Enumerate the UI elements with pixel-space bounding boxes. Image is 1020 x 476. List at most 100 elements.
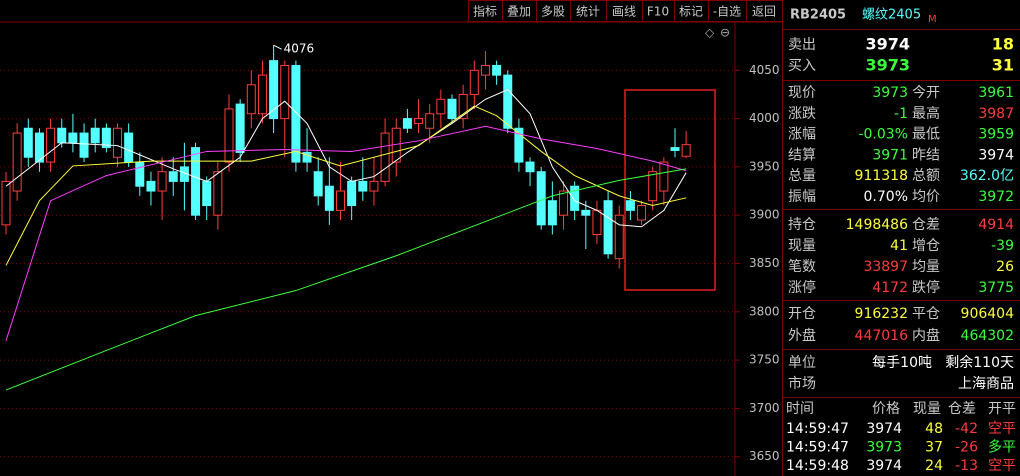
stat-value: 3973 xyxy=(872,85,908,101)
stat-label: 持仓 xyxy=(788,217,816,233)
moving-average xyxy=(5,168,687,391)
candle-body xyxy=(257,74,267,115)
candle-body xyxy=(23,127,33,158)
tick-cell: 3974 xyxy=(866,458,902,474)
moving-average xyxy=(5,125,687,341)
candle-body xyxy=(124,132,134,163)
tick-cell: -26 xyxy=(955,440,978,456)
stat-label: 最高 xyxy=(912,105,940,122)
stat-value: 906404 xyxy=(961,306,1015,322)
candle-body xyxy=(603,200,613,255)
stat-value: 3987 xyxy=(978,106,1014,122)
candle-body xyxy=(101,127,111,149)
candle-body xyxy=(670,147,680,151)
stat-value: 上海商品 xyxy=(958,376,1014,392)
tick-cell: 24 xyxy=(925,458,943,474)
ticks-header: 开平 xyxy=(988,401,1016,417)
toolbar-button[interactable] xyxy=(746,0,783,22)
toolbar-label[interactable]: 多股 xyxy=(541,5,565,19)
y-tick-label: 3650 xyxy=(749,449,780,463)
candle-body xyxy=(436,98,446,115)
y-tick-label: 3900 xyxy=(749,208,780,222)
stat-value: -1 xyxy=(894,106,908,122)
toolbar-label[interactable]: -自选 xyxy=(713,5,741,19)
candle-body xyxy=(235,103,245,153)
candle-body xyxy=(213,171,223,216)
toolbar-label[interactable]: 统计 xyxy=(576,5,600,19)
candle-body xyxy=(246,84,256,115)
stat-label: 平仓 xyxy=(912,306,940,322)
candle-body xyxy=(269,60,279,120)
stat-label: 内盘 xyxy=(912,327,940,344)
candle-body xyxy=(469,69,479,95)
moving-average xyxy=(5,105,687,266)
stat-value: 916232 xyxy=(855,306,908,322)
book-volume: 31 xyxy=(992,56,1014,75)
stat-label: 仓差 xyxy=(912,217,940,233)
candle-body xyxy=(302,151,312,163)
candle-body xyxy=(313,171,323,197)
stat-label: 总量 xyxy=(788,168,816,184)
candle-body xyxy=(659,161,669,192)
candle-body xyxy=(135,161,145,187)
toolbar-label[interactable]: 返回 xyxy=(752,5,776,19)
stat-label: 均价 xyxy=(912,189,940,205)
symbol: RB2405 xyxy=(790,8,846,23)
candle-body xyxy=(369,180,379,192)
candle-body xyxy=(1,180,11,226)
candle-body xyxy=(681,144,691,157)
annotation-leader xyxy=(273,44,282,50)
stat-label: 现价 xyxy=(788,85,816,101)
book-price: 3973 xyxy=(865,56,910,75)
y-tick-label: 4000 xyxy=(749,111,780,125)
candle-body xyxy=(514,127,524,163)
stat-value: 33897 xyxy=(863,259,908,275)
stat-value: 0.70% xyxy=(864,189,908,205)
candle-body xyxy=(168,171,178,182)
stat-label: 涨跌 xyxy=(788,106,816,122)
stat-label: 总额 xyxy=(912,168,940,184)
ticks-header: 现量 xyxy=(913,401,941,417)
ticks-header: 时间 xyxy=(786,401,814,417)
stat-value: -39 xyxy=(991,238,1014,254)
toolbar-label[interactable]: 画线 xyxy=(612,5,636,19)
stat-label: 结算 xyxy=(788,147,816,163)
stat-value: 41 xyxy=(890,238,908,254)
stat-value: 3961 xyxy=(978,85,1014,101)
candle-body xyxy=(358,180,368,192)
candle-body xyxy=(291,64,301,163)
stat-value: 26 xyxy=(996,259,1014,275)
toolbar-label[interactable]: 叠加 xyxy=(507,5,531,19)
moving-average xyxy=(5,89,687,228)
highlight-box xyxy=(624,89,716,291)
tick-cell: -42 xyxy=(955,421,978,437)
toolbar-label[interactable]: 指标 xyxy=(473,4,497,19)
toolbar-label[interactable]: F10 xyxy=(647,5,669,19)
icon[interactable]: ⊖ xyxy=(720,26,730,40)
icon[interactable]: ◇ xyxy=(705,26,715,40)
book-volume: 18 xyxy=(992,35,1014,54)
tick-cell: 多平 xyxy=(988,439,1016,456)
tick-cell: 3973 xyxy=(866,440,902,456)
stat-value: 3972 xyxy=(978,189,1014,205)
candle-body xyxy=(559,190,568,216)
stat-value: 每手10吨 xyxy=(872,355,932,371)
tick-cell: 空平 xyxy=(988,421,1016,437)
candle-body xyxy=(592,209,602,236)
book-label: 买入 xyxy=(788,58,816,74)
contract-name: 螺纹2405 xyxy=(862,8,921,23)
candle-body xyxy=(447,98,457,120)
stat-label: 单位 xyxy=(788,355,816,371)
stat-label: 市场 xyxy=(788,375,816,392)
candle-body xyxy=(380,132,390,182)
tick-cell: 14:59:48 xyxy=(786,458,849,474)
candle-body xyxy=(191,147,201,216)
tick-cell: 14:59:47 xyxy=(786,421,849,437)
candle-body xyxy=(547,200,557,226)
stat-value: 911318 xyxy=(855,168,908,184)
candle-body xyxy=(614,214,624,260)
stat-label: 笔数 xyxy=(788,259,816,275)
stat-value: 447016 xyxy=(855,328,909,344)
toolbar-label[interactable]: 标记 xyxy=(679,5,703,19)
